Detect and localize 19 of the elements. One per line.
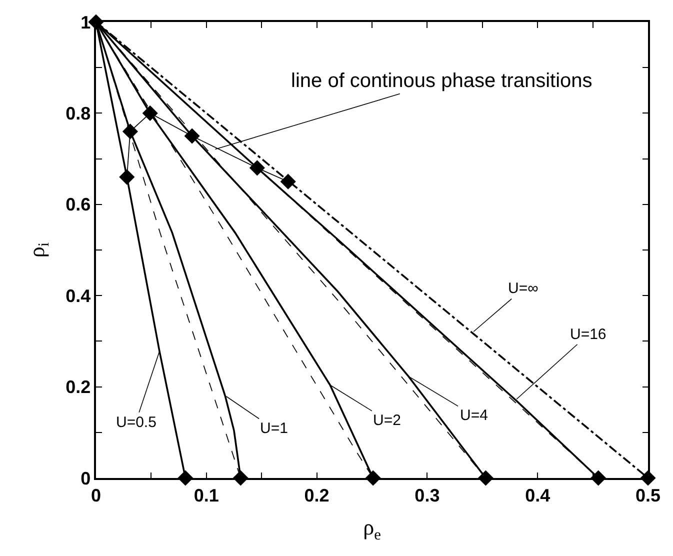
annotation: U=∞	[508, 280, 539, 297]
x-tick-label: 0.2	[304, 485, 330, 506]
y-tick-label: 0.2	[66, 377, 91, 398]
y-tick-label: 0.8	[66, 104, 91, 124]
x-axis-title: ρ$_{e}$	[363, 514, 382, 544]
x-tick-label: 0.1	[194, 485, 219, 506]
y-tick-label: 0.6	[66, 194, 91, 215]
annotation: U=0.5	[116, 414, 156, 431]
annotation: U=16	[570, 326, 606, 343]
y-tick-label: 1	[80, 12, 91, 32]
x-tick-label: 0.4	[525, 485, 550, 506]
y-tick-label: 0	[80, 468, 91, 488]
annotation: line of continous phase transitions	[291, 70, 592, 92]
x-tick-label: 0.3	[414, 485, 440, 506]
annotation: U=1	[260, 420, 288, 437]
annotation: U=4	[460, 407, 488, 424]
x-tick-label: 0.5	[635, 485, 661, 506]
annotation: U=2	[373, 412, 401, 429]
y-tick-label: 0.4	[66, 286, 91, 306]
